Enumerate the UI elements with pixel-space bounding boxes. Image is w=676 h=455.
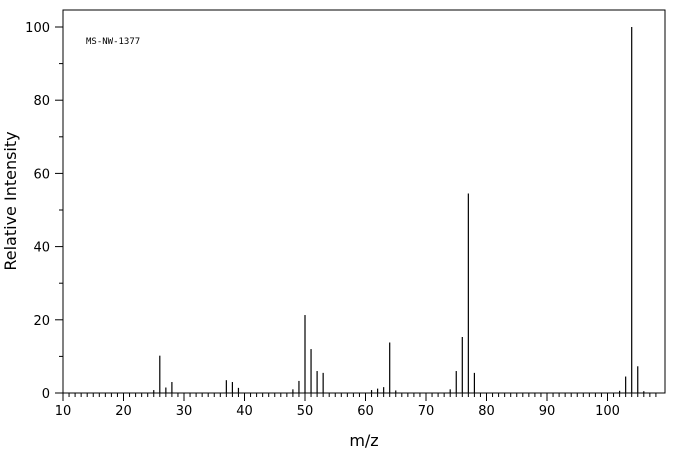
x-tick-label: 90 xyxy=(539,404,556,419)
y-tick-label: 60 xyxy=(33,167,50,182)
x-tick-label: 40 xyxy=(236,404,253,419)
y-tick-label: 80 xyxy=(33,94,50,109)
x-tick-label: 20 xyxy=(115,404,132,419)
peak-lines xyxy=(153,27,645,393)
minor-ticks xyxy=(59,63,657,397)
x-tick-label: 100 xyxy=(595,404,620,419)
y-axis-ticks: 0 20 40 60 80 100 xyxy=(25,21,63,402)
x-tick-label: 80 xyxy=(478,404,495,419)
y-axis-title: Relative Intensity xyxy=(1,131,20,270)
y-tick-label: 20 xyxy=(33,314,50,329)
x-tick-label: 30 xyxy=(176,404,193,419)
y-tick-label: 0 xyxy=(42,387,50,402)
x-axis-ticks: 10 20 30 40 50 60 70 80 90 100 xyxy=(55,393,620,419)
y-tick-label: 100 xyxy=(25,21,50,36)
x-tick-label: 10 xyxy=(55,404,72,419)
x-tick-label: 60 xyxy=(357,404,374,419)
spectrum-annotation: MS-NW-1377 xyxy=(86,37,140,47)
x-tick-label: 70 xyxy=(418,404,435,419)
plot-frame xyxy=(62,9,666,394)
x-tick-label: 50 xyxy=(297,404,314,419)
y-tick-label: 40 xyxy=(33,241,50,256)
x-axis-title: m/z xyxy=(349,431,378,450)
